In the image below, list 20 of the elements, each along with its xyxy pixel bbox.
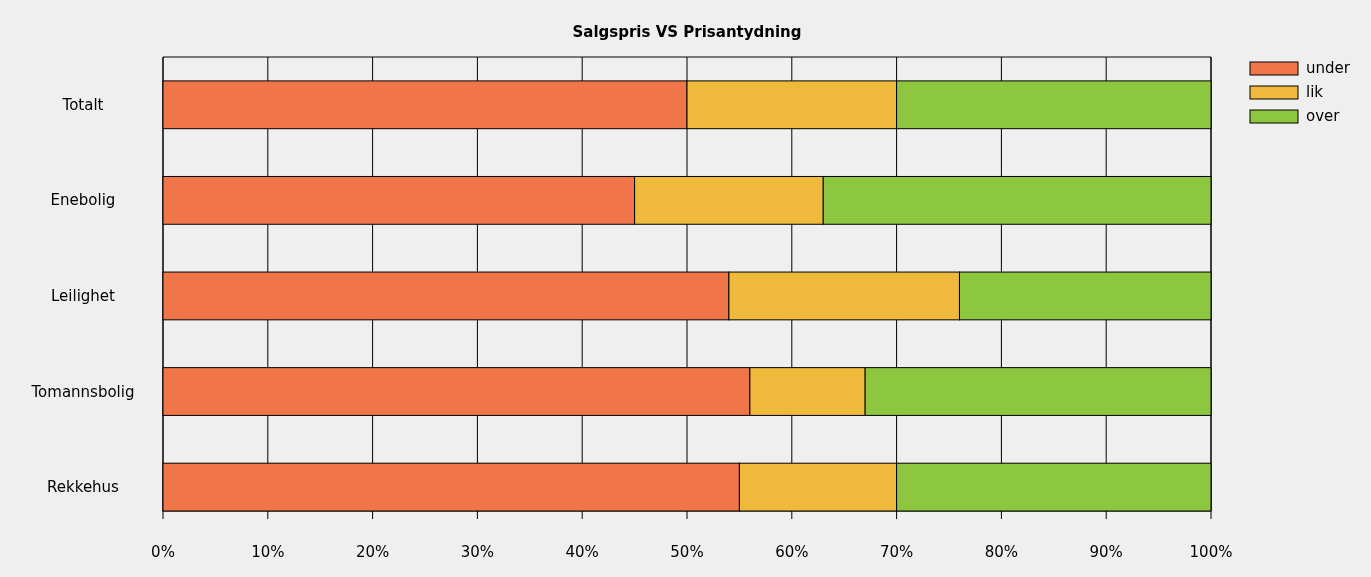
legend-label: over	[1306, 107, 1341, 125]
x-tick-label: 60%	[775, 543, 809, 561]
x-tick-label: 50%	[670, 543, 704, 561]
x-tick-label: 40%	[565, 543, 599, 561]
x-tick-label: 80%	[984, 543, 1019, 561]
x-tick-label: 10%	[251, 543, 285, 561]
x-tick-label: 70%	[879, 543, 914, 561]
legend-label: under	[1306, 59, 1351, 77]
x-tick-label: 30%	[460, 543, 495, 561]
y-tick-label: Rekkehus	[47, 478, 120, 497]
legend-label: lik	[1306, 83, 1324, 101]
y-tick-label: Enebolig	[50, 191, 116, 210]
chart-title: Salgspris VS Prisantydning	[572, 23, 802, 41]
y-tick-label: Totalt	[61, 95, 104, 114]
x-tick-label: 0%	[151, 543, 175, 561]
y-tick-label: Tomannsbolig	[30, 382, 135, 401]
x-tick-label: 100%	[1189, 543, 1233, 561]
x-tick-label: 20%	[355, 543, 390, 561]
y-tick-label: Leilighet	[51, 286, 116, 305]
x-tick-label: 90%	[1089, 543, 1123, 561]
